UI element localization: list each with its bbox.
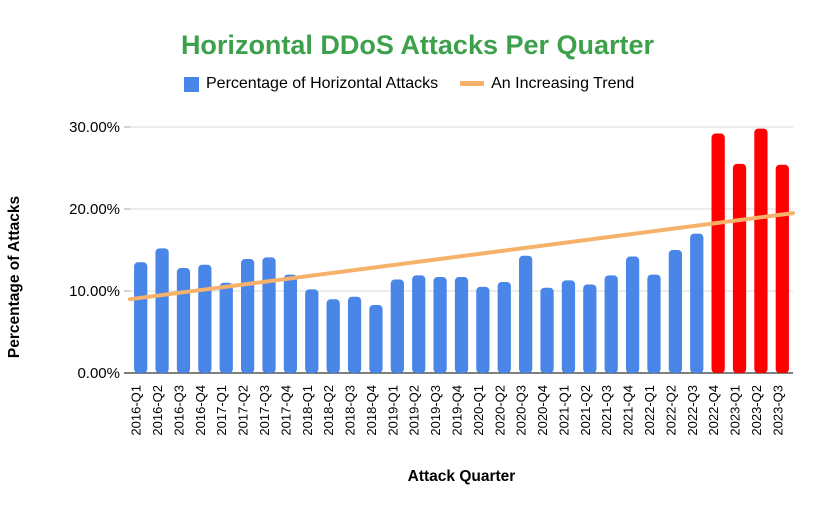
svg-text:10.00%: 10.00% <box>69 283 120 300</box>
svg-text:2019-Q4: 2019-Q4 <box>450 385 465 436</box>
svg-text:2020-Q1: 2020-Q1 <box>471 385 486 436</box>
svg-text:2018-Q3: 2018-Q3 <box>343 385 358 436</box>
svg-text:2017-Q3: 2017-Q3 <box>257 385 272 436</box>
svg-text:2021-Q3: 2021-Q3 <box>599 385 614 436</box>
svg-text:2017-Q4: 2017-Q4 <box>278 385 293 436</box>
svg-text:2018-Q4: 2018-Q4 <box>364 385 379 436</box>
svg-text:2021-Q1: 2021-Q1 <box>556 385 571 436</box>
svg-text:0.00%: 0.00% <box>77 365 120 382</box>
svg-text:2022-Q1: 2022-Q1 <box>642 385 657 436</box>
svg-text:2019-Q2: 2019-Q2 <box>407 385 422 436</box>
svg-text:2023-Q2: 2023-Q2 <box>749 385 764 436</box>
svg-text:2023-Q1: 2023-Q1 <box>728 385 743 436</box>
svg-text:2017-Q2: 2017-Q2 <box>236 385 251 436</box>
svg-text:2022-Q3: 2022-Q3 <box>685 385 700 436</box>
svg-text:2016-Q4: 2016-Q4 <box>193 385 208 436</box>
svg-text:2018-Q2: 2018-Q2 <box>321 385 336 436</box>
svg-text:2019-Q3: 2019-Q3 <box>428 385 443 436</box>
svg-text:2020-Q2: 2020-Q2 <box>492 385 507 436</box>
svg-text:2022-Q4: 2022-Q4 <box>706 385 721 436</box>
svg-text:30.00%: 30.00% <box>69 119 120 136</box>
svg-text:2016-Q3: 2016-Q3 <box>171 385 186 436</box>
svg-text:2016-Q1: 2016-Q1 <box>129 385 144 436</box>
svg-text:20.00%: 20.00% <box>69 201 120 218</box>
svg-text:2018-Q1: 2018-Q1 <box>300 385 315 436</box>
svg-text:2023-Q3: 2023-Q3 <box>770 385 785 436</box>
svg-text:2021-Q2: 2021-Q2 <box>578 385 593 436</box>
svg-text:2021-Q4: 2021-Q4 <box>621 385 636 436</box>
svg-text:2019-Q1: 2019-Q1 <box>385 385 400 436</box>
svg-text:2020-Q3: 2020-Q3 <box>514 385 529 436</box>
svg-text:2017-Q1: 2017-Q1 <box>214 385 229 436</box>
svg-text:2022-Q2: 2022-Q2 <box>663 385 678 436</box>
svg-text:2016-Q2: 2016-Q2 <box>150 385 165 436</box>
svg-text:2020-Q4: 2020-Q4 <box>535 385 550 436</box>
